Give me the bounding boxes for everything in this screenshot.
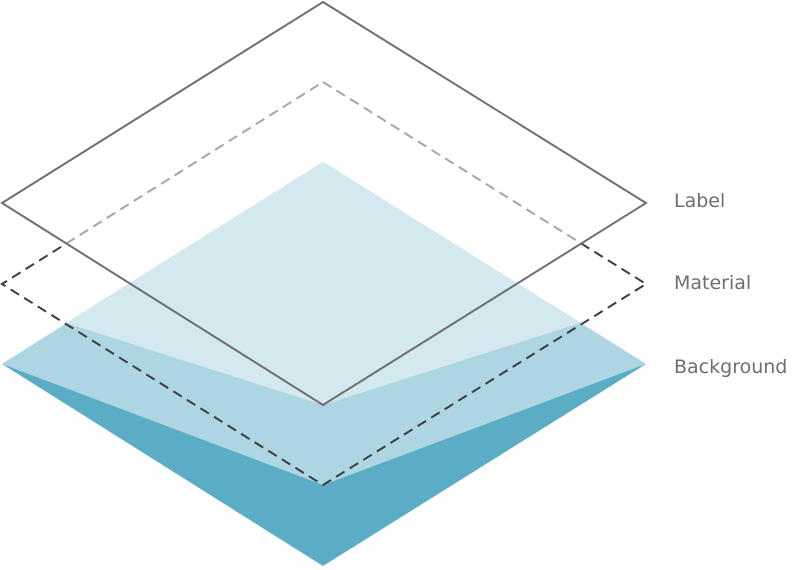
material-layer-text: Material <box>674 272 751 294</box>
label-layer-text: Label <box>674 190 725 212</box>
background-layer-text: Background <box>674 356 787 378</box>
label-layer-outline <box>0 0 648 407</box>
material-layer-outline-hidden <box>2 80 646 405</box>
